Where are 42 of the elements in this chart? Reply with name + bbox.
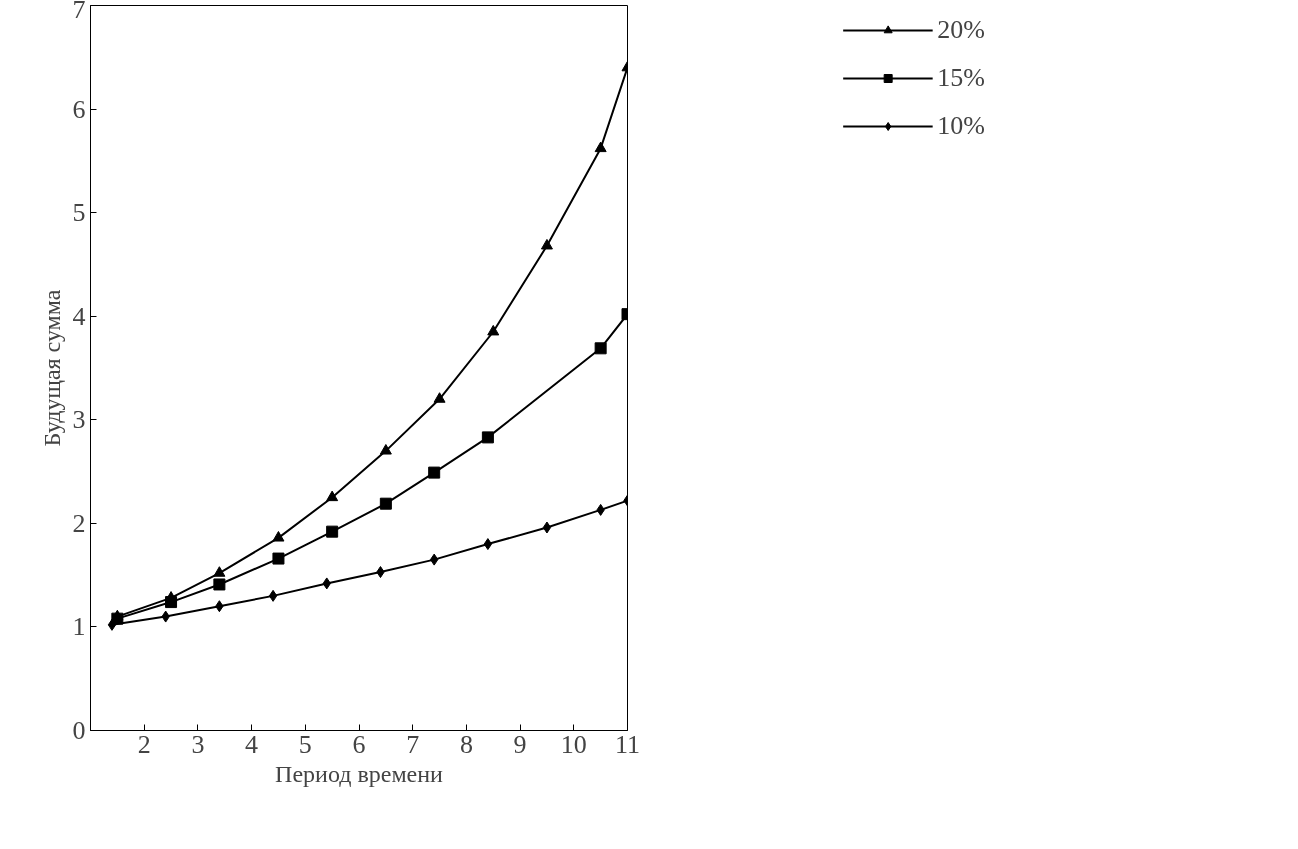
point [428,466,441,479]
y-tick-label: 2 [72,508,86,538]
point [481,431,494,444]
y-tick-label: 3 [72,405,86,435]
x-tick-label: 2 [137,729,151,759]
legend-label: 10% [937,111,985,141]
y-tick-label: 1 [72,612,86,642]
x-tick-label: 11 [614,729,641,759]
point [433,392,446,403]
x-tick-label: 10 [560,729,587,759]
x-tick-label: 4 [245,729,259,759]
x-tick-label: 5 [298,729,312,759]
x-tick-label: 8 [459,729,473,759]
point [213,566,226,577]
y-tick-label: 6 [72,94,86,124]
y-tick-label: 5 [72,198,86,228]
legend-label: 15% [937,63,985,93]
point [268,589,278,602]
point [542,521,552,534]
point [379,497,392,510]
legend-label: 20% [937,15,985,45]
point [272,531,285,542]
y-tick-label: 0 [72,716,86,745]
point [540,238,553,250]
x-tick-label: 3 [191,729,205,759]
point [326,490,339,502]
point [272,552,285,565]
point [487,324,500,336]
point [379,444,392,455]
point [213,578,226,591]
x-tick-label: 6 [352,729,366,759]
y-tick-label: 7 [72,0,86,24]
point [111,609,124,621]
point [326,525,339,538]
x-axis-title: Период времени [275,760,444,787]
y-axis-title: Будущая сумма [38,289,65,447]
y-tick-label: 4 [72,301,86,331]
x-tick-label: 9 [513,729,527,759]
point [594,342,607,355]
point [483,538,493,551]
point [594,141,607,153]
x-tick-label: 7 [406,729,420,759]
